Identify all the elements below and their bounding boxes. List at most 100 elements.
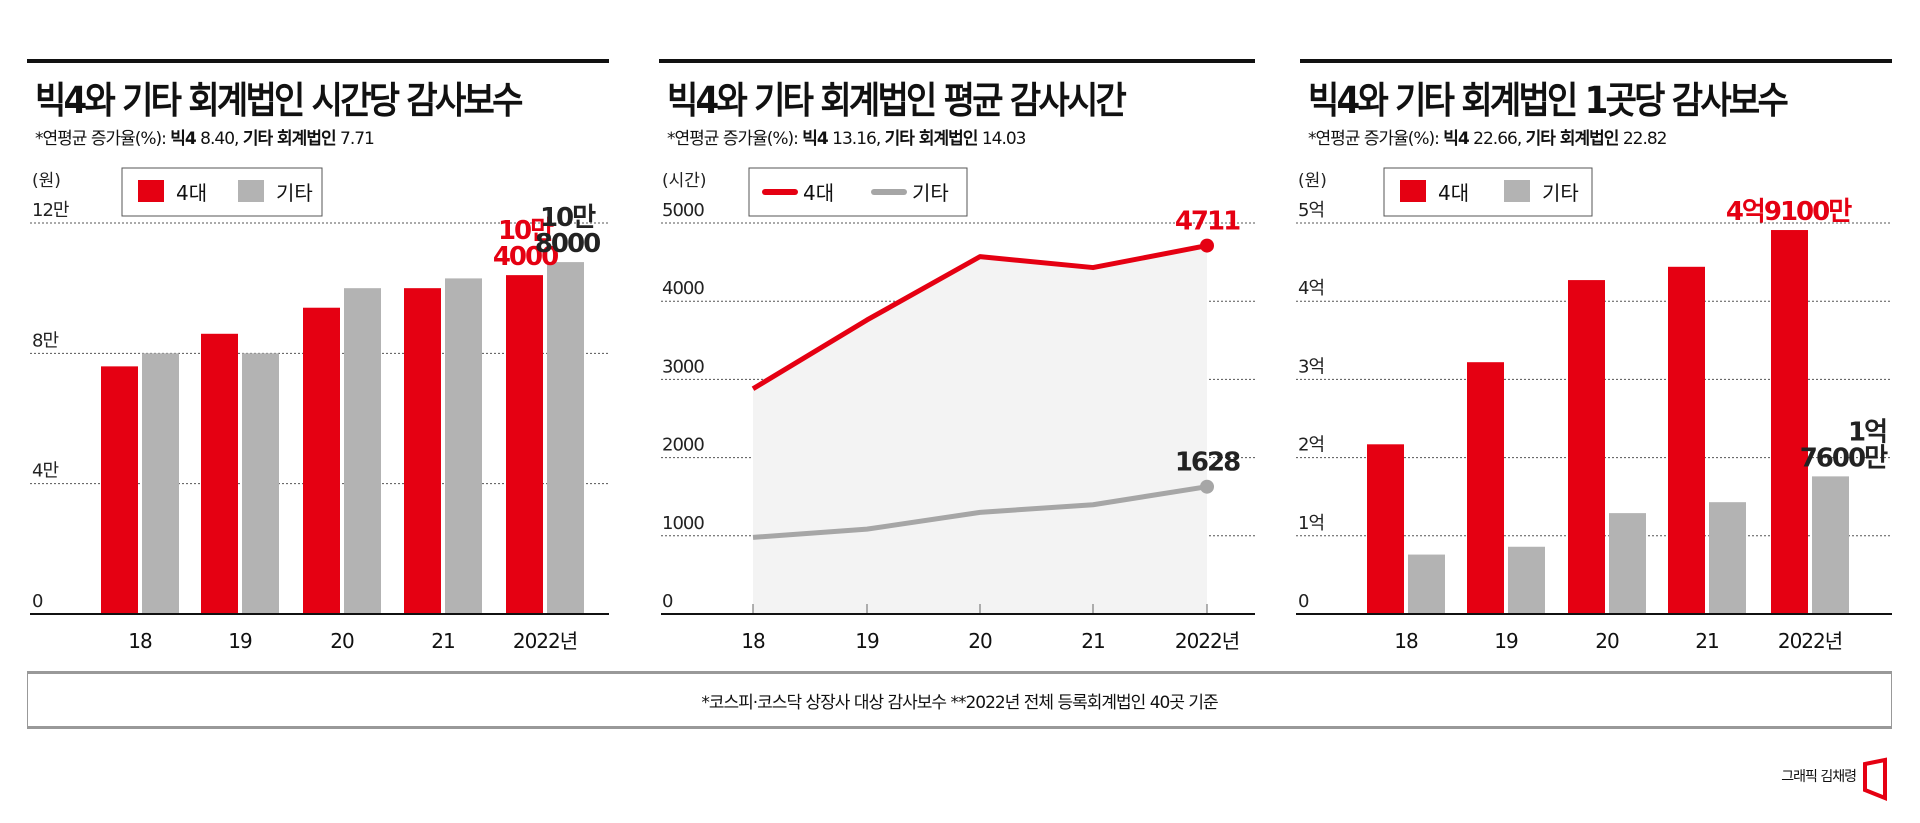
y-tick-label: 4억 (1298, 278, 1324, 299)
x-tick-label: 20 (968, 629, 992, 653)
legend-label-big4: 4대 (1438, 181, 1469, 205)
y-tick-label: 3000 (662, 356, 704, 377)
bar-big4-2022년 (506, 275, 543, 614)
chart-subtitle: *연평균 증가율(%): 빅4 22.66, 기타 회계법인 22.82 (1308, 124, 1667, 149)
panel-rule (659, 59, 1255, 63)
x-tick-label: 20 (1595, 629, 1619, 653)
bar-other-19 (1508, 546, 1545, 614)
x-tick-label: 2022년 (1778, 629, 1842, 653)
data-label-other: 1억 (1848, 417, 1886, 447)
y-tick-label: 3억 (1298, 356, 1324, 377)
subtitle-other-label: 기타 회계법인 (884, 129, 979, 149)
bar-big4-19 (201, 333, 238, 614)
data-label-big4: 4억9100만 (1726, 197, 1852, 227)
y-tick-label: 0 (32, 591, 43, 612)
panel-rule (1300, 59, 1892, 63)
x-tick-label: 18 (741, 629, 765, 653)
bar-other-2022년 (547, 262, 584, 614)
subtitle-other-label: 기타 회계법인 (1525, 129, 1620, 149)
x-tick-label: 19 (855, 629, 879, 653)
bar-other-18 (1408, 554, 1445, 614)
footnote-box: *코스피·코스닥 상장사 대상 감사보수 **2022년 전체 등록회계법인 4… (27, 671, 1892, 729)
y-tick-label: 0 (1298, 591, 1309, 612)
subtitle-other-value: 14.03 (981, 129, 1027, 149)
bar-other-18 (142, 353, 179, 614)
bar-big4-21 (404, 288, 441, 614)
bar-other-19 (242, 353, 279, 614)
legend-label-big4: 4대 (176, 181, 207, 205)
point-big4-2022년 (1200, 238, 1214, 253)
bar-other-2022년 (1812, 476, 1849, 614)
y-tick-label: 1000 (662, 513, 704, 534)
legend-label-other: 기타 (912, 181, 949, 205)
bar-big4-21 (1668, 266, 1705, 614)
data-label-other: 1628 (1175, 448, 1240, 478)
y-axis-unit-label: (원) (1298, 171, 1327, 191)
subtitle-prefix: *연평균 증가율(%): (1308, 129, 1444, 149)
subtitle-other-value: 22.82 (1622, 129, 1668, 149)
x-tick-label: 2022년 (513, 629, 577, 653)
bar-big4-18 (101, 366, 138, 614)
bar-other-20 (1609, 513, 1646, 614)
y-axis-unit-label: (원) (32, 171, 61, 191)
y-tick-label: 2억 (1298, 435, 1324, 456)
bar-big4-2022년 (1771, 230, 1808, 614)
bar-big4-20 (303, 307, 340, 614)
y-tick-label: 1억 (1298, 513, 1324, 534)
x-tick-label: 20 (330, 629, 354, 653)
data-label-other: 10만 (540, 203, 596, 233)
x-tick-label: 2022년 (1175, 629, 1239, 653)
x-tick-label: 19 (1494, 629, 1518, 653)
x-tick-label: 19 (228, 629, 252, 653)
chart-title: 빅4와 기타 회계법인 시간당 감사보수 (35, 79, 523, 122)
publisher-logo-icon (1863, 757, 1887, 801)
legend-label-other: 기타 (1542, 181, 1579, 205)
bar-big4-18 (1367, 444, 1404, 614)
point-other-2022년 (1200, 479, 1214, 494)
data-label-other: 7600만 (1800, 443, 1888, 473)
panel-hourly-audit-fee: 빅4와 기타 회계법인 시간당 감사보수 *연평균 증가율(%): 빅4 8.4… (27, 0, 609, 650)
y-tick-label: 5000 (662, 200, 704, 221)
subtitle-big4-value: 13.16, (832, 129, 881, 149)
subtitle-prefix: *연평균 증가율(%): (35, 129, 171, 149)
bar-other-21 (445, 278, 482, 614)
x-tick-label: 21 (1081, 629, 1104, 653)
legend-swatch-other (238, 180, 264, 202)
chart-subtitle: *연평균 증가율(%): 빅4 13.16, 기타 회계법인 14.03 (667, 124, 1026, 149)
chart-title: 빅4와 기타 회계법인 1곳당 감사보수 (1308, 79, 1789, 122)
subtitle-other-value: 7.71 (340, 129, 375, 149)
bar-other-21 (1709, 502, 1746, 614)
subtitle-other-label: 기타 회계법인 (242, 129, 337, 149)
y-tick-label: 8만 (32, 330, 58, 351)
y-tick-label: 5억 (1298, 200, 1324, 221)
line-big4 (751, 243, 1208, 391)
y-tick-label: 4만 (32, 461, 58, 482)
data-label-big4: 4000 (493, 242, 558, 272)
y-tick-label: 0 (662, 591, 673, 612)
line-other (752, 484, 1208, 540)
subtitle-big4-label: 빅4 (802, 129, 828, 149)
data-label-other: 8000 (535, 229, 600, 259)
x-tick-label: 18 (1394, 629, 1418, 653)
graphic-credit: 그래픽 김채령 (1781, 769, 1857, 785)
footnote-text: *코스피·코스닥 상장사 대상 감사보수 **2022년 전체 등록회계법인 4… (701, 692, 1218, 713)
x-tick-label: 18 (128, 629, 152, 653)
subtitle-big4-label: 빅4 (1443, 129, 1469, 149)
bar-big4-19 (1467, 362, 1504, 614)
legend-label-big4: 4대 (803, 181, 834, 205)
legend-swatch-big4 (1400, 180, 1426, 202)
y-axis-unit-label: (시간) (662, 171, 707, 191)
panel-fee-per-firm: 빅4와 기타 회계법인 1곳당 감사보수 *연평균 증가율(%): 빅4 22.… (1300, 0, 1892, 650)
y-tick-label: 4000 (662, 278, 704, 299)
subtitle-prefix: *연평균 증가율(%): (667, 129, 803, 149)
data-label-big4: 4711 (1175, 207, 1240, 237)
legend-label-other: 기타 (276, 181, 313, 205)
chart-title: 빅4와 기타 회계법인 평균 감사시간 (667, 79, 1127, 122)
legend-swatch-other (1504, 180, 1530, 202)
data-label-big4: 10만 (498, 216, 554, 246)
bar-other-20 (344, 288, 381, 614)
panel-average-audit-hours: 빅4와 기타 회계법인 평균 감사시간 *연평균 증가율(%): 빅4 13.1… (659, 0, 1255, 650)
subtitle-big4-value: 22.66, (1473, 129, 1522, 149)
bar-big4-20 (1568, 280, 1605, 614)
